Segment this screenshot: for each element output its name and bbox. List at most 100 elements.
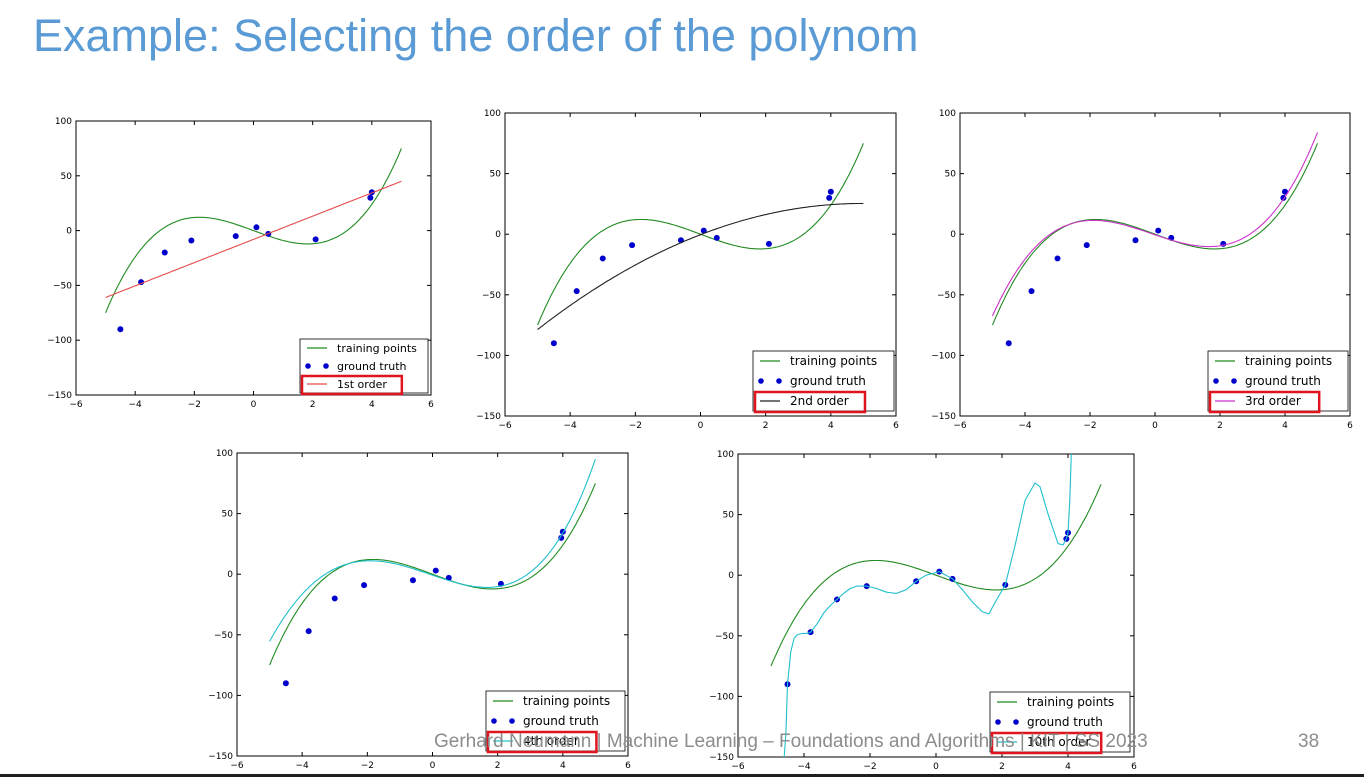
y-tick-label: −100 xyxy=(47,336,72,346)
y-tick-label: 50 xyxy=(490,170,502,180)
x-tick-label: −4 xyxy=(1018,421,1032,431)
data-point-ground-truth xyxy=(409,577,416,584)
data-point-ground-truth xyxy=(765,240,772,247)
data-point-ground-truth xyxy=(253,224,260,231)
x-tick-label: −6 xyxy=(230,761,244,771)
series-line-training-points xyxy=(770,484,1102,667)
y-tick-label: −100 xyxy=(476,351,501,361)
series-line-1st-order xyxy=(105,180,402,299)
x-tick-label: 0 xyxy=(698,421,704,431)
data-point-ground-truth xyxy=(827,188,834,195)
x-tick-label: 2 xyxy=(495,761,501,771)
legend-swatch-dot xyxy=(995,719,1001,725)
y-tick-label: 50 xyxy=(61,172,73,182)
legend-label: 4th order xyxy=(523,734,579,748)
y-tick-label: 100 xyxy=(216,449,233,459)
data-point-ground-truth xyxy=(188,237,195,244)
data-point-ground-truth xyxy=(282,680,289,687)
y-tick-label: 0 xyxy=(950,230,956,240)
series-line-training-points xyxy=(991,143,1319,326)
y-tick-label: 0 xyxy=(728,571,734,581)
x-tick-label: 2 xyxy=(999,762,1005,772)
data-point-ground-truth xyxy=(312,236,319,243)
legend-swatch-dot xyxy=(1231,378,1237,384)
series-line-3rd-order xyxy=(991,132,1319,317)
x-tick-label: −2 xyxy=(863,762,876,772)
legend-highlight-box xyxy=(1208,390,1321,414)
legend-label: training points xyxy=(1245,354,1332,368)
x-tick-label: 2 xyxy=(310,400,316,410)
x-tick-label: 6 xyxy=(428,400,434,410)
y-tick-label: −50 xyxy=(715,632,734,642)
legend-highlight-box xyxy=(990,731,1103,755)
legend-highlight-box xyxy=(300,374,404,396)
data-point-ground-truth xyxy=(117,326,124,333)
x-tick-label: 2 xyxy=(1217,421,1223,431)
series-line-2nd-order xyxy=(537,202,864,330)
y-tick-label: −50 xyxy=(214,631,233,641)
y-tick-label: −150 xyxy=(709,753,734,763)
legend-label: ground truth xyxy=(337,360,407,373)
page-number: 38 xyxy=(1298,731,1320,752)
data-point-ground-truth xyxy=(629,242,636,249)
legend-swatch-dot xyxy=(776,378,782,384)
plot-content xyxy=(537,143,864,347)
y-tick-label: 100 xyxy=(717,450,734,460)
y-tick-label: 50 xyxy=(222,510,234,520)
legend-swatch-dot xyxy=(758,378,764,384)
series-line-training-points xyxy=(269,483,596,666)
y-tick-label: 0 xyxy=(227,570,233,580)
x-tick-label: 4 xyxy=(560,761,566,771)
y-tick-label: −100 xyxy=(931,351,956,361)
x-tick-label: −2 xyxy=(188,400,201,410)
y-tick-label: 50 xyxy=(945,170,957,180)
data-point-ground-truth xyxy=(331,595,338,602)
series-line-10th-order xyxy=(783,454,1072,757)
x-tick-label: −6 xyxy=(498,421,512,431)
data-point-ground-truth xyxy=(305,628,312,635)
x-tick-label: 0 xyxy=(251,400,257,410)
x-tick-label: −4 xyxy=(564,421,578,431)
legend-label: ground truth xyxy=(1245,374,1321,388)
data-point-ground-truth xyxy=(1028,288,1035,295)
x-tick-label: 0 xyxy=(933,762,939,772)
x-tick-label: 4 xyxy=(1065,762,1071,772)
x-tick-label: 6 xyxy=(1347,421,1353,431)
x-tick-label: 0 xyxy=(430,761,436,771)
series-line-4th-order xyxy=(269,458,596,642)
y-tick-label: 100 xyxy=(939,109,956,119)
x-tick-label: −6 xyxy=(731,762,745,772)
legend-highlight-box xyxy=(486,730,598,754)
x-tick-label: −6 xyxy=(69,400,83,410)
data-point-ground-truth xyxy=(1083,242,1090,249)
x-tick-label: −4 xyxy=(797,762,811,772)
chart-1st-order: −6 −4 −2 0 2 4 6 −150 −100 −50 0 50 100 training poin… xyxy=(47,117,434,410)
x-tick-label: −4 xyxy=(129,400,143,410)
y-tick-label: 50 xyxy=(723,511,735,521)
legend-label: ground truth xyxy=(790,374,866,388)
y-tick-label: −150 xyxy=(931,412,956,422)
legend-swatch-dot xyxy=(491,718,497,724)
chart-10th-order: −6 −4 −2 0 2 4 6 −150 −100 −50 0 50 100 training poin… xyxy=(709,450,1137,772)
x-tick-label: −2 xyxy=(1083,421,1096,431)
y-tick-label: 0 xyxy=(66,227,72,237)
legend-label: 1st order xyxy=(337,378,387,391)
x-tick-label: 4 xyxy=(1282,421,1288,431)
y-tick-label: 100 xyxy=(484,109,501,119)
chart-4th-order: −6 −4 −2 0 2 4 6 −150 −100 −50 0 50 100 training poin… xyxy=(208,449,631,771)
data-point-ground-truth xyxy=(1054,255,1061,262)
chart-2nd-order: −6 −4 −2 0 2 4 6 −150 −100 −50 0 50 100 training poin… xyxy=(476,109,899,431)
y-tick-label: −150 xyxy=(208,752,233,762)
series-line-training-points xyxy=(105,148,402,314)
legend-swatch-dot xyxy=(323,363,329,369)
x-tick-label: −6 xyxy=(953,421,967,431)
data-point-ground-truth xyxy=(445,574,452,581)
x-tick-label: 6 xyxy=(893,421,899,431)
y-tick-label: −50 xyxy=(937,291,956,301)
slide-title: Example: Selecting the order of the poly… xyxy=(33,10,919,61)
data-point-ground-truth xyxy=(161,249,168,256)
legend-swatch-dot xyxy=(305,363,311,369)
data-point-ground-truth xyxy=(1282,188,1288,195)
legend-label: training points xyxy=(337,342,417,355)
y-tick-label: 0 xyxy=(495,230,501,240)
